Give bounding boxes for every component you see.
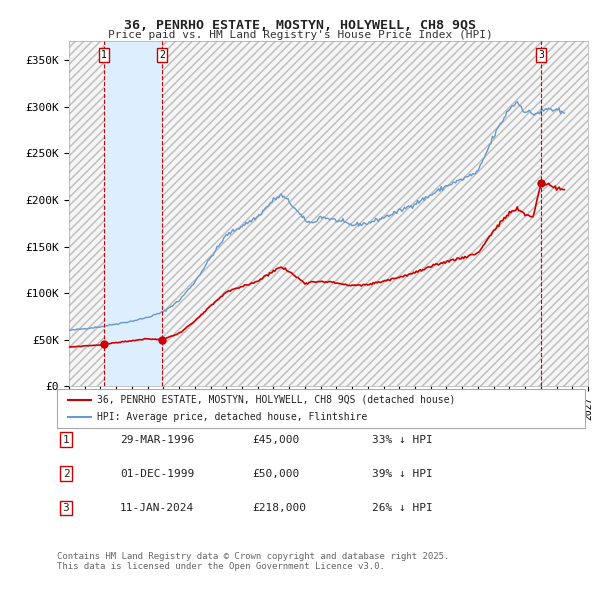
Text: 01-DEC-1999: 01-DEC-1999: [120, 469, 194, 478]
Text: £50,000: £50,000: [252, 469, 299, 478]
Text: Contains HM Land Registry data © Crown copyright and database right 2025.
This d: Contains HM Land Registry data © Crown c…: [57, 552, 449, 571]
Bar: [541, 41, 588, 386]
Text: £45,000: £45,000: [252, 435, 299, 444]
Text: 1: 1: [62, 435, 70, 444]
Bar: [69, 41, 104, 386]
Text: HPI: Average price, detached house, Flintshire: HPI: Average price, detached house, Flin…: [97, 412, 367, 422]
Bar: [104, 41, 162, 386]
Bar: [162, 41, 541, 386]
Text: Price paid vs. HM Land Registry's House Price Index (HPI): Price paid vs. HM Land Registry's House …: [107, 30, 493, 40]
Text: 33% ↓ HPI: 33% ↓ HPI: [372, 435, 433, 444]
FancyBboxPatch shape: [57, 389, 585, 428]
Text: 11-JAN-2024: 11-JAN-2024: [120, 503, 194, 513]
Text: 1: 1: [101, 50, 107, 60]
Text: 2: 2: [62, 469, 70, 478]
Text: £218,000: £218,000: [252, 503, 306, 513]
Text: 3: 3: [538, 50, 544, 60]
Text: 26% ↓ HPI: 26% ↓ HPI: [372, 503, 433, 513]
Text: 3: 3: [62, 503, 70, 513]
Text: 36, PENRHO ESTATE, MOSTYN, HOLYWELL, CH8 9QS: 36, PENRHO ESTATE, MOSTYN, HOLYWELL, CH8…: [124, 19, 476, 32]
Text: 29-MAR-1996: 29-MAR-1996: [120, 435, 194, 444]
Text: 36, PENRHO ESTATE, MOSTYN, HOLYWELL, CH8 9QS (detached house): 36, PENRHO ESTATE, MOSTYN, HOLYWELL, CH8…: [97, 395, 455, 405]
Text: 39% ↓ HPI: 39% ↓ HPI: [372, 469, 433, 478]
Text: 2: 2: [159, 50, 165, 60]
